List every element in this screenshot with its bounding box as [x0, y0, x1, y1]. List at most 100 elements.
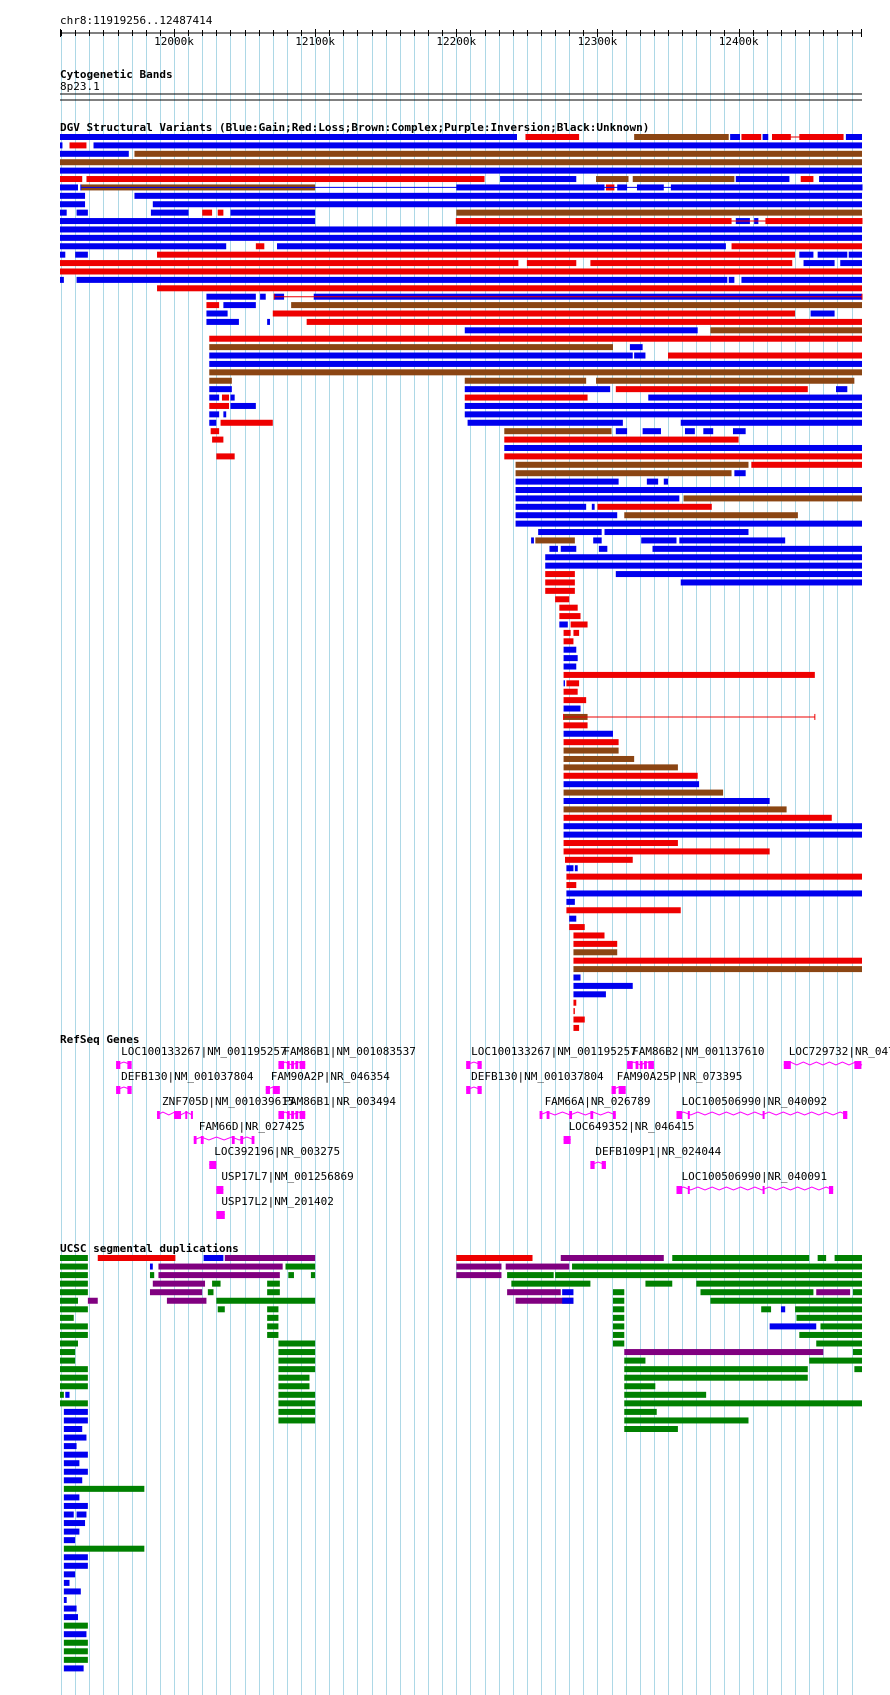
dgv-variant-bar — [566, 680, 580, 687]
dgv-variant-bar — [216, 453, 235, 460]
segdup-bar — [63, 1408, 88, 1415]
dgv-variant-bar — [549, 545, 558, 552]
segdup-bar — [63, 1639, 88, 1646]
dgv-variant-bar — [762, 134, 769, 140]
gene-exon — [612, 1111, 616, 1119]
dgv-variant-bar — [563, 764, 678, 771]
dgv-variant-bar — [60, 192, 86, 199]
dgv-variant-bar — [615, 386, 808, 393]
segdup-bar — [267, 1306, 279, 1313]
segdup-bar — [645, 1280, 673, 1287]
segdup-bar — [624, 1426, 678, 1432]
dgv-variant-bar — [597, 503, 712, 510]
dgv-variant-bar — [563, 781, 700, 788]
segdup-bar — [572, 1263, 862, 1270]
dgv-variant-bar — [573, 629, 580, 636]
segdup-bar — [60, 1280, 88, 1287]
segdup-bar — [278, 1357, 316, 1364]
segdup-bar — [560, 1255, 664, 1261]
segdup-bar — [310, 1272, 316, 1279]
dgv-variant-bar — [535, 537, 575, 544]
gene-exon — [240, 1136, 244, 1144]
dgv-variant-bar — [591, 503, 595, 510]
segdup-bar — [224, 1255, 316, 1261]
dgv-variant-bar — [206, 318, 239, 325]
dgv-variant-bar — [515, 503, 587, 510]
dgv-variant-bar — [69, 142, 87, 149]
segdup-bar — [63, 1562, 88, 1569]
gene-label: FAM66D|NR_027425 — [199, 1120, 305, 1133]
segdup-bar — [60, 1383, 88, 1390]
segdup-bar — [820, 1323, 862, 1330]
segdup-bar — [60, 1297, 78, 1304]
dgv-variant-bar — [515, 478, 619, 485]
dgv-variant-bar — [515, 495, 680, 502]
gene-label: LOC729732|NR_047 — [789, 1045, 890, 1058]
gene-exon — [843, 1111, 848, 1119]
dgv-variant-bar — [515, 461, 749, 468]
gene-exon — [466, 1061, 471, 1069]
ruler-tick-label: 12000k — [154, 35, 194, 48]
dgv-variant-bar — [206, 302, 220, 309]
segdup-bar — [87, 1297, 98, 1304]
dgv-variant-bar — [221, 394, 230, 401]
gene-exon — [569, 1111, 573, 1119]
segdup-bar — [63, 1631, 87, 1638]
dgv-variant-bar — [60, 184, 78, 191]
gene-intron — [539, 1111, 616, 1116]
segdup-rows — [60, 1255, 862, 1672]
dgv-variant-bar — [230, 394, 235, 401]
segdup-bar — [60, 1374, 88, 1381]
dgv-variant-bar — [563, 806, 787, 813]
gene-exon — [299, 1111, 306, 1119]
segdup-bar — [624, 1349, 824, 1356]
dgv-variant-bar — [560, 545, 577, 552]
gene-exon — [828, 1186, 834, 1194]
dgv-variant-bar — [573, 966, 862, 973]
segdup-bar — [63, 1579, 70, 1586]
dgv-variant-bar — [573, 932, 605, 939]
dgv-variant-bar — [732, 428, 746, 435]
dgv-variant-bar — [684, 428, 695, 435]
dgv-variant-bar — [545, 571, 575, 578]
dgv-variant-bar — [134, 192, 862, 199]
dgv-variant-bar — [206, 293, 256, 300]
dgv-variant-bar — [596, 377, 855, 384]
dgv-variant-bar — [569, 915, 577, 922]
dgv-variant-bar — [209, 386, 232, 393]
dgv-variant-bar — [209, 352, 633, 359]
dgv-variant-bar — [593, 537, 602, 544]
dgv-variant-bar — [75, 251, 88, 258]
gene-label: FAM86B1|NM_001083537 — [283, 1045, 415, 1058]
gene-exon — [216, 1186, 224, 1194]
gene-exon — [676, 1111, 683, 1119]
dgv-variant-bar — [60, 243, 227, 250]
segdup-bar — [612, 1323, 625, 1330]
segmental-duplications-track: UCSC segmental duplications — [60, 1242, 862, 1672]
segdup-bar — [149, 1263, 153, 1270]
segdup-bar — [217, 1306, 225, 1313]
gene-label: LOC100133267|NM_001195257 — [121, 1045, 287, 1058]
gene-intron — [676, 1111, 848, 1116]
dgv-variant-bar — [277, 243, 726, 250]
segdup-bar — [555, 1272, 862, 1279]
dgv-variant-bar — [563, 823, 862, 830]
dgv-variant-bar — [563, 688, 578, 695]
dgv-variant-bar — [563, 739, 619, 746]
dgv-variant-bar — [598, 545, 608, 552]
segdup-bar — [60, 1391, 64, 1398]
dgv-variant-bar — [60, 159, 862, 166]
gene-exon — [762, 1111, 765, 1119]
segdup-bar — [203, 1255, 224, 1261]
gene-exon — [291, 1111, 294, 1119]
dgv-variant-bar — [545, 562, 862, 569]
dgv-variant-bar — [710, 327, 862, 334]
segdup-bar — [63, 1417, 88, 1424]
dgv-variant-bar — [76, 209, 88, 216]
dgv-variant-bar — [209, 394, 220, 401]
dgv-variant-bar — [223, 302, 256, 309]
segdup-bar — [507, 1272, 554, 1279]
dgv-variant-bar — [464, 394, 588, 401]
dgv-variant-bar — [566, 873, 862, 880]
